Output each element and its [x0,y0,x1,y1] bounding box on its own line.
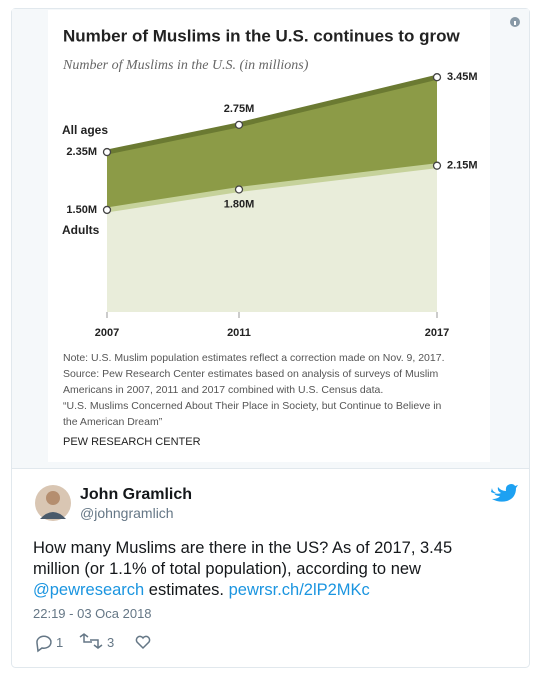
series-label: Adults [62,223,100,237]
chart-title: Number of Muslims in the U.S. continues … [63,26,460,45]
avatar-face [46,491,60,505]
avatar-shirt [40,512,66,519]
notes: Note: U.S. Muslim population estimates r… [63,352,445,428]
author-name[interactable]: John Gramlich [80,486,193,503]
note-line: Note: U.S. Muslim population estimates r… [63,352,445,364]
timestamp[interactable]: 22:19 - 03 Oca 2018 [33,606,152,621]
note-line: the American Dream” [63,416,163,428]
text: estimates. [144,581,229,599]
note-line: Source: Pew Research Center estimates ba… [63,368,439,380]
reply-icon[interactable] [36,635,52,653]
twitter-logo[interactable] [491,484,518,502]
author-handle[interactable]: @johngramlich [80,505,174,521]
retweet-count: 3 [107,635,115,650]
point [432,161,442,170]
chart-subtitle: Number of Muslims in the U.S. (in millio… [62,58,309,73]
point [102,147,112,157]
x-tick-label: 2007 [95,327,119,339]
value-label: 1.50M [66,204,97,216]
value-label: 3.45M [447,71,478,83]
x-tick-label: 2017 [425,327,449,339]
value-label: 2.35M [66,146,97,158]
x-tick-label: 2011 [227,327,251,339]
text: How many Muslims are there in the US? As… [33,539,453,578]
info-icon-bar [514,21,516,25]
point [102,205,112,215]
value-label: 2.15M [447,160,478,172]
reply-count: 1 [56,635,64,650]
retweet-icon[interactable] [79,633,103,649]
mention[interactable]: @pewresearch [33,581,145,599]
value-label: 1.80M [224,198,255,210]
series-label: All ages [62,123,108,137]
like-icon[interactable] [135,635,151,650]
tweet-text: How many Muslims are there in the US? As… [33,538,503,601]
area [107,165,437,312]
note-line: “U.S. Muslims Concerned About Their Plac… [63,400,442,412]
point [432,73,442,82]
link[interactable]: pewrsr.ch/2lP2MKc [228,581,370,599]
source: PEW RESEARCH CENTER [63,436,201,448]
value-label: 2.75M [224,103,255,115]
point [234,120,244,129]
note-line: Americans in 2007, 2011 and 2017 combine… [63,384,383,396]
point [234,185,244,194]
plot: 2.35M 2.75M 3.45M All ages 1.50M 1.80M 2.15M Ad… [62,71,478,339]
